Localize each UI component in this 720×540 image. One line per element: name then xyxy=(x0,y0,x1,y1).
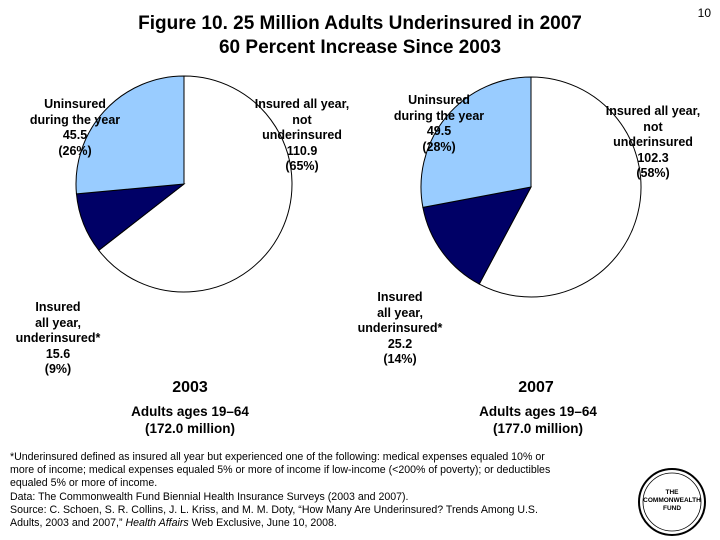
pie-2003-slice-not-underinsured xyxy=(98,75,293,293)
label-2003-uninsured: Uninsured during the year 45.5 (26%) xyxy=(29,97,121,158)
label-2007-uninsured: Uninsured during the year 49.5 (28%) xyxy=(393,93,485,154)
title-line-1: Figure 10. 25 Million Adults Underinsure… xyxy=(138,13,582,34)
footnote-line-6: Adults, 2003 and 2007,” Health Affairs W… xyxy=(10,517,337,530)
pie-2003-slice-uninsured xyxy=(75,75,185,195)
label-2007-underinsured: Insured all year, underinsured* 25.2 (14… xyxy=(357,290,443,366)
pie-2007-slice-uninsured xyxy=(420,76,532,208)
slide-number: 10 xyxy=(697,6,711,20)
commonwealth-fund-logo: THE COMMONWEALTH FUND xyxy=(634,464,710,540)
footnote-line-2: more of income; medical expenses equaled… xyxy=(10,464,551,477)
pie-2007 xyxy=(420,76,642,298)
label-2007-not-underinsured: Insured all year, not underinsured 102.3… xyxy=(605,104,701,180)
label-2003-not-underinsured: Insured all year, not underinsured 110.9… xyxy=(254,97,350,173)
label-2003-underinsured: Insured all year, underinsured* 15.6 (9%… xyxy=(15,300,101,376)
footnote: *Underinsured defined as insured all yea… xyxy=(10,451,622,530)
footnote-line-5: Source: C. Schoen, S. R. Collins, J. L. … xyxy=(10,503,538,516)
footnote-line-3: equaled 5% or more of income. xyxy=(10,477,158,490)
subtitle-2003: Adults ages 19–64 (172.0 million) xyxy=(131,404,249,436)
pie-2007-slice-underinsured xyxy=(422,186,532,285)
figure-title: Figure 10. 25 Million Adults Underinsure… xyxy=(60,12,660,60)
year-2003: 2003 xyxy=(172,379,208,396)
pie-2003 xyxy=(75,75,293,293)
logo-ring-icon xyxy=(638,468,706,536)
footnote-line-1: *Underinsured defined as insured all yea… xyxy=(10,451,545,463)
title-line-2: 60 Percent Increase Since 2003 xyxy=(218,37,502,58)
footnote-line-4: Data: The Commonwealth Fund Biennial Hea… xyxy=(10,490,409,503)
subtitle-2007: Adults ages 19–64 (177.0 million) xyxy=(479,404,597,436)
year-2007: 2007 xyxy=(518,379,554,396)
pie-2007-slice-not-underinsured xyxy=(478,76,642,298)
